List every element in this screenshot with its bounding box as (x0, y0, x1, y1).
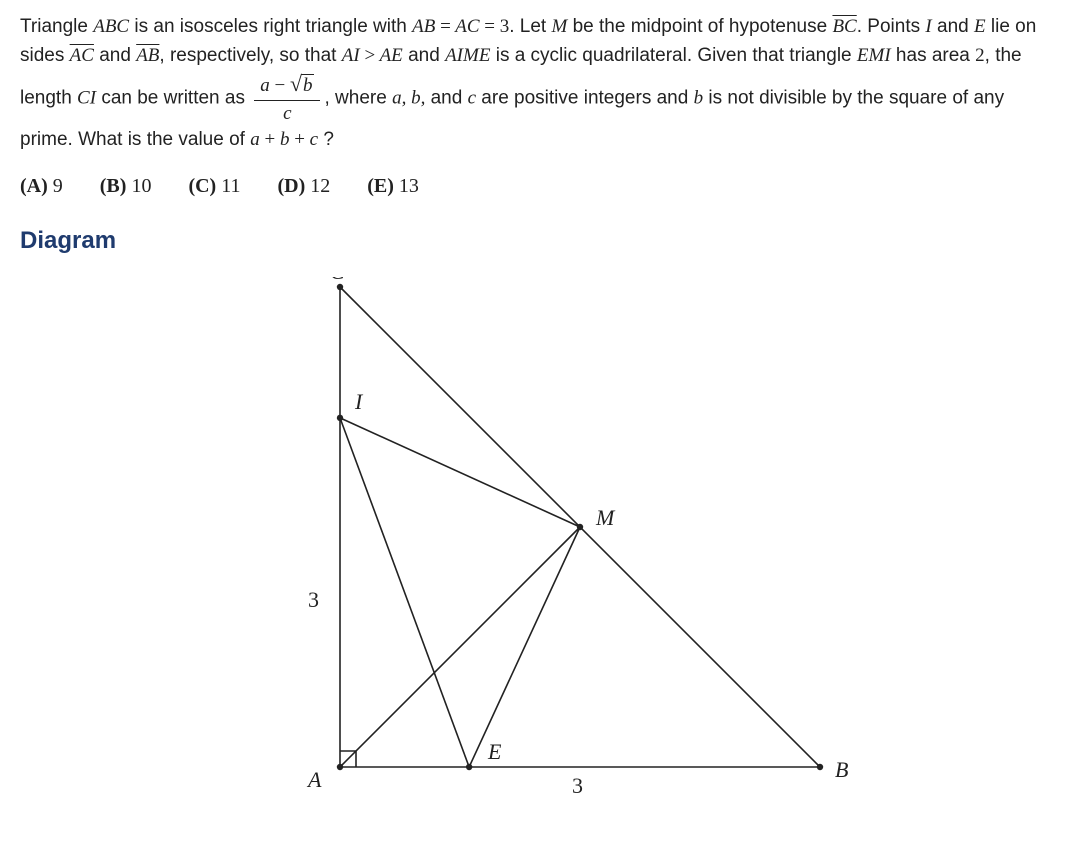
minus-sign: − (275, 75, 286, 96)
segment-ab: AB (136, 45, 159, 66)
sum-expr: a + b + c (250, 129, 318, 150)
problem-statement: Triangle ABC is an isosceles right trian… (20, 12, 1060, 155)
cyclic-quad: AIME (445, 45, 490, 66)
point-e: E (974, 16, 986, 37)
answer-choices: (A) 9 (B) 10 (C) 11 (D) 12 (E) 13 (20, 171, 1060, 202)
var-b: b (694, 87, 704, 108)
svg-text:E: E (487, 739, 502, 764)
text-run: be the midpoint of hypotenuse (567, 16, 832, 37)
frac-num-a: a (260, 75, 270, 96)
text-run: , respectively, so that (159, 45, 341, 66)
svg-text:3: 3 (308, 587, 319, 612)
choice-c: (C) 11 (188, 175, 240, 197)
svg-text:A: A (306, 767, 322, 792)
choice-a: (A) 9 (20, 175, 63, 197)
choice-e-value: 13 (399, 175, 419, 197)
var-c: c (468, 87, 476, 108)
text-run: ? (318, 129, 334, 150)
choice-c-value: 11 (221, 175, 240, 197)
segment-bc: BC (832, 16, 856, 37)
text-run: and (94, 45, 136, 66)
text-run: . Let (509, 16, 551, 37)
text-run: has area (891, 45, 976, 66)
choice-d: (D) 12 (277, 175, 330, 197)
diagram-container: A B C M I E 3 3 (20, 277, 1060, 816)
text-run: and (425, 87, 467, 108)
inner-triangle: EMI (857, 45, 891, 66)
radicand-b: b (301, 74, 315, 96)
inequality: AI > AE (342, 45, 403, 66)
text-run: is a cyclic quadrilateral. Given that tr… (490, 45, 856, 66)
midpoint-name: M (551, 16, 567, 37)
vars-ab: a, b, (392, 87, 425, 108)
svg-text:M: M (595, 505, 616, 530)
fraction: a − √b c (254, 71, 320, 126)
text-run: and (403, 45, 445, 66)
choice-d-value: 12 (310, 175, 330, 197)
sqrt: √b (290, 75, 315, 96)
area-value: 2 (975, 45, 985, 66)
text-run: and (932, 16, 974, 37)
triangle-name: ABC (93, 16, 129, 37)
choice-a-value: 9 (53, 175, 63, 197)
segment-ac: AC (70, 45, 94, 66)
text-run: is an isosceles right triangle with (129, 16, 412, 37)
text-run: are positive integers and (476, 87, 694, 108)
svg-text:3: 3 (572, 773, 583, 798)
diagram-heading: Diagram (20, 222, 1060, 259)
text-run: . Points (857, 16, 926, 37)
frac-den-c: c (254, 101, 320, 126)
choice-b-value: 10 (131, 175, 151, 197)
svg-text:C: C (330, 277, 345, 284)
choice-e: (E) 13 (367, 175, 419, 197)
svg-text:I: I (354, 389, 364, 414)
text-run: Triangle (20, 16, 93, 37)
svg-text:B: B (835, 757, 848, 782)
choice-b: (B) 10 (100, 175, 152, 197)
text-run: can be written as (96, 87, 250, 108)
leg-equality: AB = AC = 3 (412, 16, 509, 37)
geometry-diagram: A B C M I E 3 3 (260, 277, 880, 807)
target-length: CI (77, 87, 96, 108)
text-run: , where (324, 87, 392, 108)
